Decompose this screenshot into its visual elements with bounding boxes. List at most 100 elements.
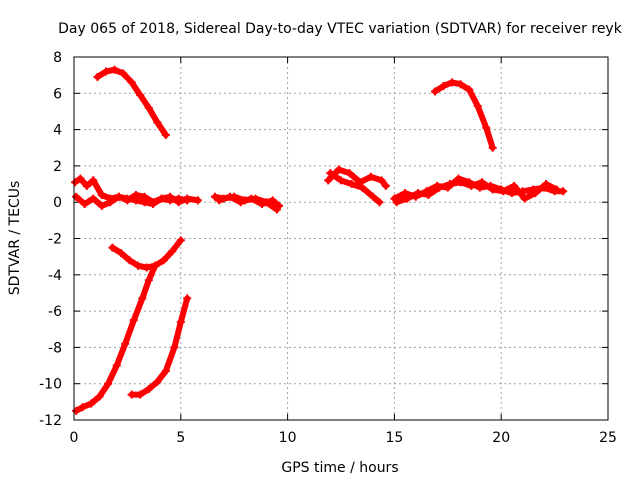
data-point [215,196,224,205]
data-point [87,399,96,408]
series-arc-evening-b [326,169,384,207]
data-point [131,196,140,205]
data-point [507,189,516,198]
data-point [166,192,175,201]
data-point [358,183,367,192]
data-point [159,256,168,265]
data-point [89,194,98,203]
data-point [488,143,497,152]
data-point [97,201,106,210]
data-point [104,379,113,388]
data-point [116,249,125,258]
data-point [76,174,85,183]
data-point [337,176,345,185]
data-point [72,406,81,415]
data-point [138,294,147,303]
y-tick-label: 4 [53,123,62,139]
series-arc-base-b [72,192,202,210]
data-point [119,69,128,78]
x-tick-label: 15 [385,430,403,446]
data-point [136,390,145,399]
data-point [465,85,474,94]
data-point [488,185,497,194]
data-point [140,198,149,207]
data-point [552,185,561,194]
y-tick-label: 8 [53,50,62,66]
data-point [377,176,386,185]
chart-title: Day 065 of 2018, Sidereal Day-to-day VTE… [58,21,623,37]
data-point [257,200,266,209]
data-point [95,392,104,401]
data-point [499,187,508,196]
series-arc-dip [108,236,185,272]
y-tick-label: -6 [48,304,62,320]
data-point [157,194,166,203]
data-point [151,261,160,270]
x-tick-label: 10 [279,430,297,446]
data-point [225,192,234,201]
data-point [78,403,87,412]
y-tick-label: 2 [53,159,62,175]
series-arc-high-morning [93,65,170,140]
series-arc-rise-a [72,261,160,415]
x-axis-label: GPS time / hours [281,460,398,476]
data-point [467,181,476,190]
data-point [153,377,162,386]
data-point [82,181,91,190]
x-tick-label: 20 [492,430,510,446]
data-point [136,91,145,100]
data-point [210,192,219,201]
data-point [176,236,185,245]
data-point [129,316,138,325]
data-point [123,194,132,203]
data-point [127,390,136,399]
y-tick-label: -4 [48,268,62,284]
x-tick-label: 5 [176,430,185,446]
y-tick-label: -2 [48,232,62,248]
series-arc-high-evening [430,78,497,152]
data-point [80,200,89,209]
data-series [71,65,568,415]
data-point [108,243,117,252]
y-tick-label: -10 [39,377,62,393]
data-point [102,67,111,76]
data-point [125,256,134,265]
data-point [520,194,529,203]
data-point [542,180,551,189]
data-point [72,192,81,201]
data-point [424,190,433,199]
data-point [112,361,121,370]
data-point [473,102,482,111]
data-point [334,165,343,174]
data-point [114,192,123,201]
data-point [456,80,465,89]
data-point [268,196,277,205]
data-point [121,339,130,348]
plot-frame [73,56,609,421]
data-point [347,180,356,189]
data-point [168,247,177,256]
data-point [106,198,115,207]
data-point [482,123,491,132]
data-point [366,172,375,181]
data-point [375,198,384,207]
y-tick-label: -8 [48,340,62,356]
data-point [176,317,185,326]
data-point [144,385,153,394]
data-point [183,194,192,203]
x-tick-label: 0 [70,430,79,446]
data-point [324,176,333,185]
data-point [403,194,412,203]
data-point [369,192,378,201]
data-point [149,200,158,209]
data-point [174,198,183,207]
data-point [430,87,439,96]
data-point [134,261,143,270]
data-point [142,263,151,272]
data-point [275,201,284,210]
data-point [531,189,540,198]
data-point [89,176,98,185]
data-point [326,169,335,178]
